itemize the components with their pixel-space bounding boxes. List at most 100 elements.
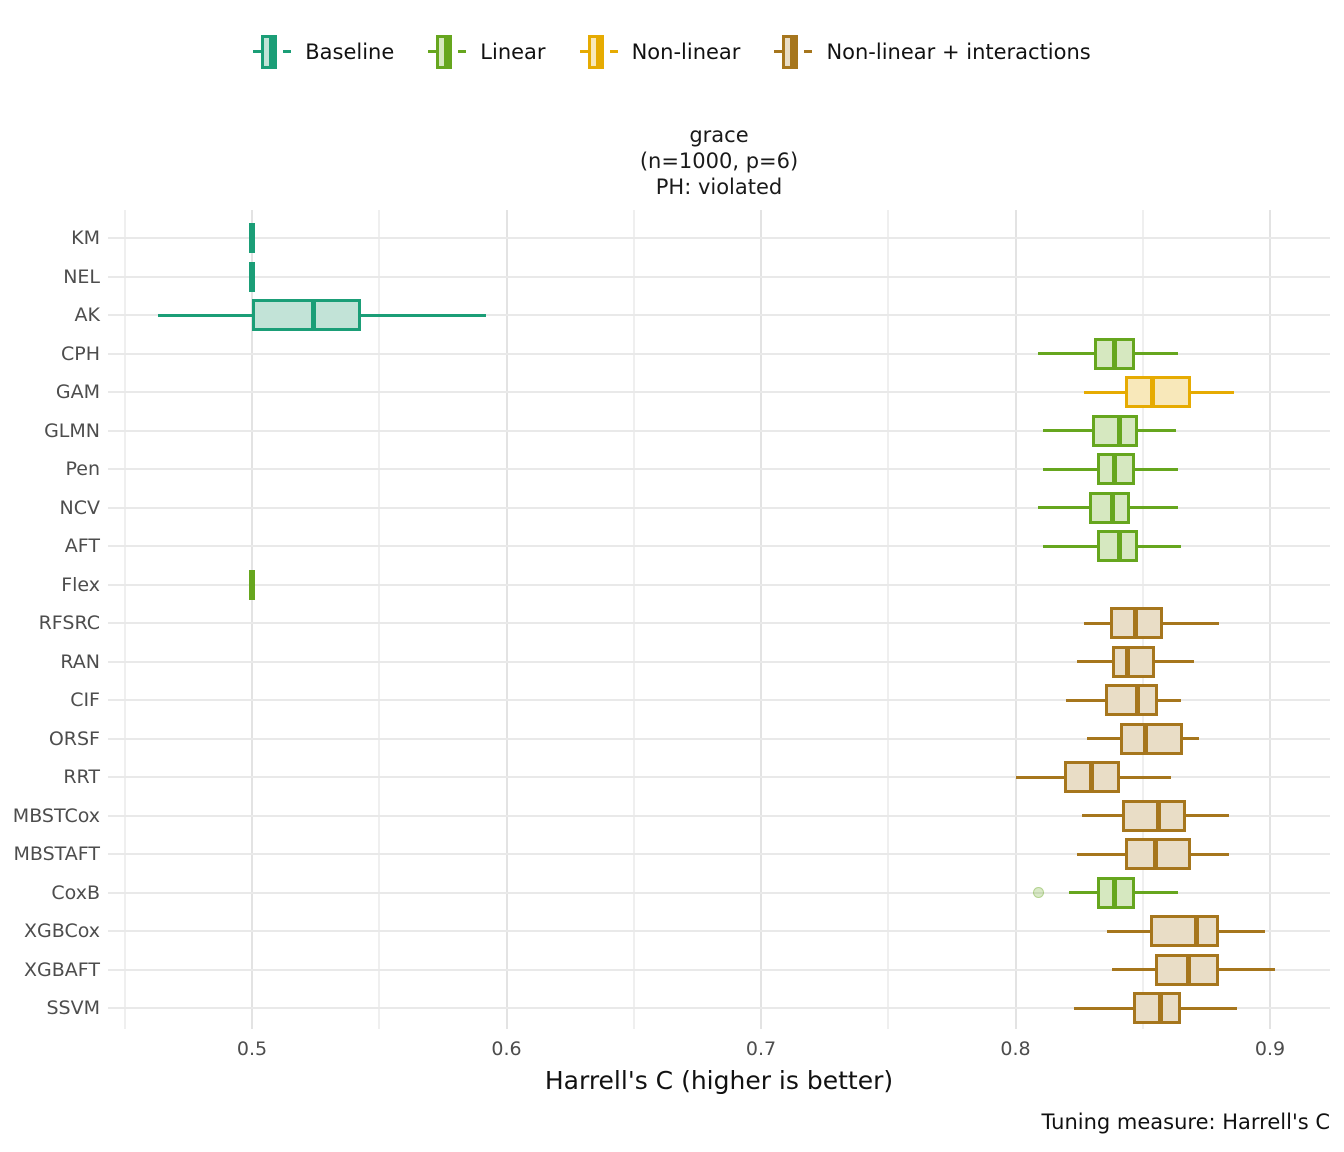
row-gridline xyxy=(108,237,1330,239)
legend-whisker-right xyxy=(609,50,618,53)
row-gridline xyxy=(108,930,1330,932)
lower-whisker xyxy=(1038,506,1090,509)
plot-title: grace (n=1000, p=6) PH: violated xyxy=(108,122,1330,200)
median-line xyxy=(249,569,255,600)
upper-whisker xyxy=(1135,891,1179,894)
plot-title-line3: PH: violated xyxy=(655,175,783,199)
upper-whisker xyxy=(361,313,487,317)
legend-item-baseline: Baseline xyxy=(253,30,394,74)
lower-whisker xyxy=(1076,852,1125,856)
y-axis-label-NEL: NEL xyxy=(63,265,100,288)
row-gridline xyxy=(108,1007,1330,1009)
y-axis-label-XGBCox: XGBCox xyxy=(24,920,100,942)
median-line xyxy=(1150,376,1156,408)
median-line xyxy=(1124,645,1130,678)
upper-whisker xyxy=(1191,852,1230,856)
row-gridline xyxy=(108,275,1330,278)
iqr-box xyxy=(1104,684,1158,716)
row-gridline xyxy=(108,737,1330,740)
y-axis-label-RFSRC: RFSRC xyxy=(38,612,100,634)
lower-whisker xyxy=(1043,429,1092,432)
lower-whisker xyxy=(1081,814,1123,817)
upper-whisker xyxy=(1130,506,1179,509)
row-gridline xyxy=(108,891,1330,894)
y-axis-label-Pen: Pen xyxy=(65,458,100,480)
y-axis-label-AFT: AFT xyxy=(64,535,100,557)
upper-whisker xyxy=(1135,467,1179,471)
median-line xyxy=(1109,491,1115,524)
legend-median-line xyxy=(269,35,275,69)
iqr-box xyxy=(1112,645,1156,678)
plot-title-line1: grace xyxy=(689,123,749,147)
y-axis-label-MBSTCox: MBSTCox xyxy=(12,804,100,827)
median-line xyxy=(310,299,316,331)
boxplot-key-icon xyxy=(428,30,467,74)
row-gridline xyxy=(108,391,1330,393)
median-line xyxy=(1112,337,1118,370)
x-axis-tick-label: 0.5 xyxy=(236,1038,268,1060)
major-gridline xyxy=(1014,210,1017,1029)
lower-whisker xyxy=(1068,891,1097,894)
row-gridline xyxy=(108,506,1330,509)
median-line xyxy=(1135,684,1141,716)
upper-whisker xyxy=(1135,352,1179,355)
row-gridline xyxy=(108,776,1330,778)
iqr-box xyxy=(252,299,362,331)
y-axis-label-CoxB: CoxB xyxy=(51,881,100,904)
upper-whisker xyxy=(1163,621,1220,625)
legend-label: Baseline xyxy=(305,40,395,64)
boxplot-key-icon xyxy=(774,30,813,74)
median-line xyxy=(1142,722,1148,755)
lower-whisker xyxy=(1107,929,1151,933)
legend-item-linear: Linear xyxy=(428,30,546,74)
y-axis-label-KM: KM xyxy=(71,227,100,249)
lower-whisker xyxy=(1112,968,1156,971)
row-gridline xyxy=(108,699,1330,701)
lower-whisker xyxy=(1043,467,1097,471)
legend-median-line xyxy=(595,35,601,69)
median-line xyxy=(1112,453,1118,485)
legend-median-line xyxy=(444,35,450,69)
iqr-box xyxy=(1124,376,1192,408)
major-gridline xyxy=(1269,210,1271,1029)
minor-gridline xyxy=(887,210,890,1029)
row-gridline xyxy=(108,853,1330,855)
y-axis-label-GAM: GAM xyxy=(55,381,100,403)
median-line xyxy=(249,223,255,253)
x-axis-tick-label: 0.9 xyxy=(1254,1038,1286,1060)
median-line xyxy=(1155,799,1161,832)
upper-whisker xyxy=(1158,698,1181,702)
legend-label: Non-linear xyxy=(631,40,741,64)
upper-whisker xyxy=(1180,1006,1237,1010)
iqr-box xyxy=(1122,799,1186,832)
y-axis-label-ORSF: ORSF xyxy=(48,727,100,750)
legend-label: Non-linear + interactions xyxy=(826,40,1091,64)
median-line xyxy=(1112,876,1118,909)
legend-whisker-left xyxy=(579,50,588,53)
legend-median-line xyxy=(790,35,796,69)
iqr-box xyxy=(1124,838,1192,870)
y-axis-label-AK: AK xyxy=(74,304,100,326)
iqr-box xyxy=(1089,491,1131,524)
iqr-box xyxy=(1091,414,1138,447)
upper-whisker xyxy=(1155,660,1194,663)
x-axis-tick-label: 0.8 xyxy=(1000,1038,1031,1060)
legend-whisker-right xyxy=(804,50,813,53)
lower-whisker xyxy=(1038,352,1095,355)
upper-whisker xyxy=(1219,968,1276,971)
y-axis-label-CPH: CPH xyxy=(60,342,100,365)
iqr-box xyxy=(1096,530,1138,562)
lower-whisker xyxy=(1084,621,1110,625)
row-gridline xyxy=(108,429,1330,432)
median-line xyxy=(1193,915,1199,947)
y-axis-label-RRT: RRT xyxy=(63,766,100,788)
x-axis-tick-label: 0.7 xyxy=(745,1038,777,1060)
upper-whisker xyxy=(1137,544,1181,548)
row-gridline xyxy=(108,352,1330,355)
major-gridline xyxy=(760,210,762,1029)
legend-label: Linear xyxy=(480,40,546,64)
y-axis-label-MBSTAFT: MBSTAFT xyxy=(13,843,100,865)
median-line xyxy=(1158,992,1164,1024)
legend-whisker-right xyxy=(283,50,292,53)
major-gridline xyxy=(251,210,253,1029)
